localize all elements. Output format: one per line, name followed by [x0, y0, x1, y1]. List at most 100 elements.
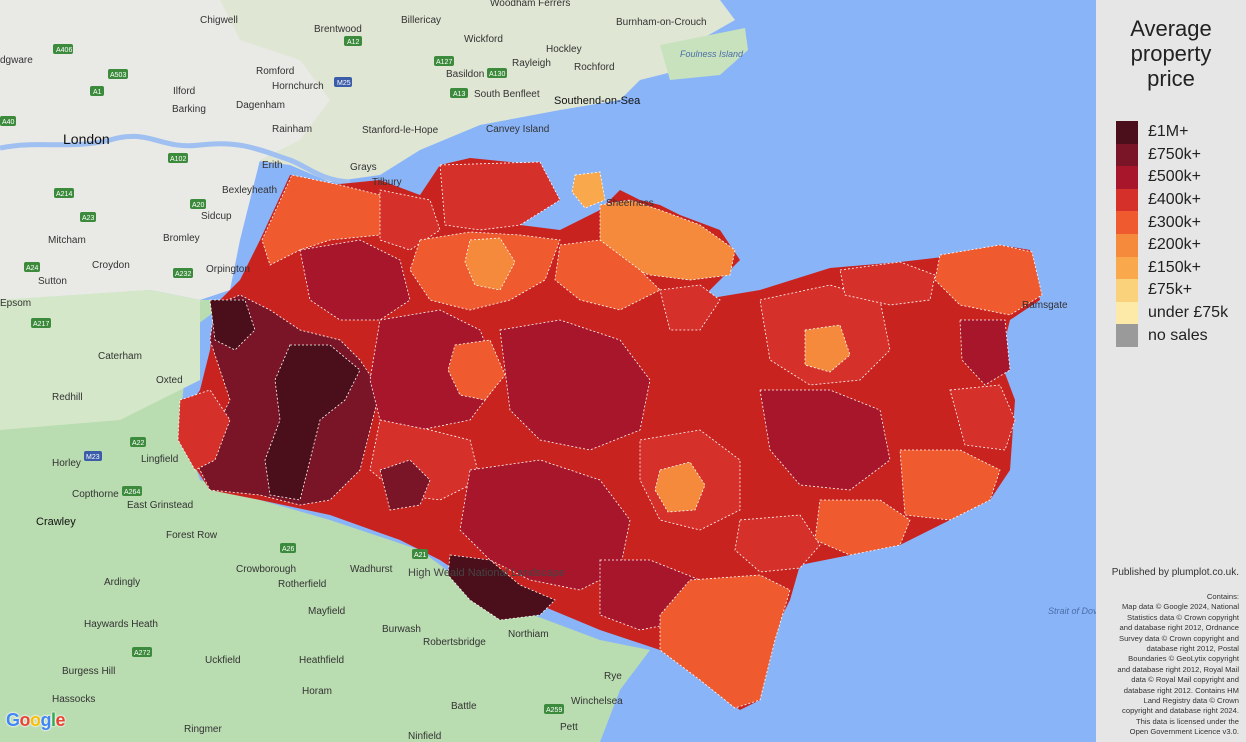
place-label: Pett [560, 722, 578, 733]
legend-title-line: property [1130, 41, 1212, 66]
place-label: Stanford-le-Hope [362, 125, 439, 136]
region-sheerness [571, 171, 606, 209]
place-label: Strait of Dover [1048, 606, 1096, 616]
region-sittingbourne [554, 239, 661, 311]
credit-line: Map data © Google 2024, National [1121, 602, 1239, 612]
credit-line: copyright and database right 2024. [1122, 706, 1239, 716]
credit-line: Statistics data © Crown copyright [1127, 612, 1239, 622]
road-badge: A214 [54, 188, 74, 198]
credit-line: Contains: [1206, 592, 1239, 601]
place-label: Grays [350, 162, 377, 173]
legend-item: £750k+ [1116, 143, 1228, 167]
place-label: Horley [52, 458, 81, 469]
legend-swatch [1116, 233, 1138, 257]
road-badge: A503 [108, 69, 128, 79]
place-label: Wickford [464, 34, 503, 45]
place-label: Mayfield [308, 606, 345, 617]
region-herne-bay [839, 261, 936, 306]
svg-text:A26: A26 [282, 546, 295, 553]
svg-text:M25: M25 [337, 80, 351, 87]
place-label: Ninfield [408, 731, 441, 742]
road-badge: A259 [544, 704, 564, 714]
svg-text:A406: A406 [56, 47, 72, 54]
road-badge: A232 [173, 268, 193, 278]
region-east-kent-rural [759, 389, 891, 491]
legend-title: Average property price [1096, 16, 1246, 91]
legend-item: £500k+ [1116, 166, 1228, 189]
credit-line: Boundaries © GeoLytix copyright [1128, 654, 1239, 664]
place-label: Winchelsea [571, 696, 623, 707]
thames-river [0, 133, 351, 185]
road-badge: M25 [334, 77, 352, 87]
legend-swatch [1116, 301, 1138, 325]
place-label: Rotherfield [278, 579, 326, 590]
legend-item: £400k+ [1116, 188, 1228, 212]
place-label: Crowborough [236, 564, 296, 575]
road-badge: A21 [412, 549, 428, 559]
place-label: Forest Row [166, 530, 218, 541]
legend-label: no sales [1148, 326, 1208, 344]
road-badge: A23 [80, 212, 96, 222]
place-label: South Benfleet [474, 89, 540, 100]
place-label: Lingfield [141, 454, 178, 465]
region-tunbridge-south [447, 554, 556, 621]
legend-swatch [1116, 166, 1138, 189]
place-label: Basildon [446, 69, 484, 80]
svg-text:A214: A214 [56, 191, 72, 198]
legend-label: £300k+ [1148, 213, 1201, 231]
region-west-edge [177, 389, 231, 471]
svg-text:A217: A217 [33, 321, 49, 328]
place-label: East Grinstead [127, 500, 193, 511]
kent-price-map[interactable]: London Chigwell Brentwood Billericay Woo… [0, 0, 1096, 742]
place-label: Canvey Island [486, 124, 549, 135]
place-label: Battle [451, 701, 477, 712]
svg-text:A503: A503 [110, 72, 126, 79]
place-label: Copthorne [72, 489, 119, 500]
place-label: Uckfield [205, 655, 241, 666]
credit-line: Survey data © Crown copyright and [1119, 633, 1239, 643]
credit-line: This data is licensed under the [1136, 716, 1239, 726]
place-label: Horam [302, 686, 332, 697]
legend-item: no sales [1116, 324, 1228, 347]
svg-text:A232: A232 [175, 271, 191, 278]
road-badge: A40 [0, 116, 16, 126]
place-label: Burnham-on-Crouch [616, 17, 707, 28]
place-label: Barking [172, 104, 206, 115]
road-badge: A20 [190, 199, 206, 209]
place-label: Redhill [52, 392, 83, 403]
credit-line: database right 2012. Contains HM [1123, 685, 1239, 695]
legend-item: £300k+ [1116, 211, 1228, 234]
region-deal [949, 384, 1016, 451]
sussex-land [0, 290, 650, 742]
credit-line: database right 2012, Postal [1146, 644, 1239, 654]
legend-swatch [1116, 188, 1138, 212]
place-label: Bromley [163, 233, 200, 244]
place-label: High Weald National Landscape [408, 567, 565, 579]
legend-label: £1M+ [1148, 123, 1189, 141]
place-label: Sheerness [606, 198, 654, 209]
region-ashford-town [654, 461, 706, 513]
svg-text:A22: A22 [132, 440, 145, 447]
road-badge: A102 [168, 153, 188, 163]
place-label: Croydon [92, 260, 130, 271]
region-thanet [934, 244, 1043, 316]
place-label: Hornchurch [272, 81, 324, 92]
place-label: Ilford [173, 86, 195, 97]
place-label: Orpington [206, 264, 250, 275]
place-label: Bexleyheath [222, 185, 277, 196]
place-label: Ardingly [104, 577, 140, 588]
region-tunbridge-wells [379, 459, 431, 511]
svg-text:A259: A259 [546, 707, 562, 714]
legend-item: £75k+ [1116, 279, 1228, 302]
place-label: Hassocks [52, 694, 95, 705]
place-labels: London Chigwell Brentwood Billericay Woo… [0, 0, 1096, 742]
legend-item: £150k+ [1116, 256, 1228, 280]
place-label: Dagenham [236, 100, 285, 111]
credit-line: and database right 2012, Ordnance [1119, 623, 1239, 633]
svg-text:M23: M23 [86, 454, 100, 461]
place-label: Northiam [508, 629, 549, 640]
region-romney-marsh [659, 574, 791, 709]
legend-swatch [1116, 279, 1138, 302]
credit-line: Land Registry data © Crown [1143, 696, 1239, 706]
road-badge: A13 [450, 88, 468, 98]
